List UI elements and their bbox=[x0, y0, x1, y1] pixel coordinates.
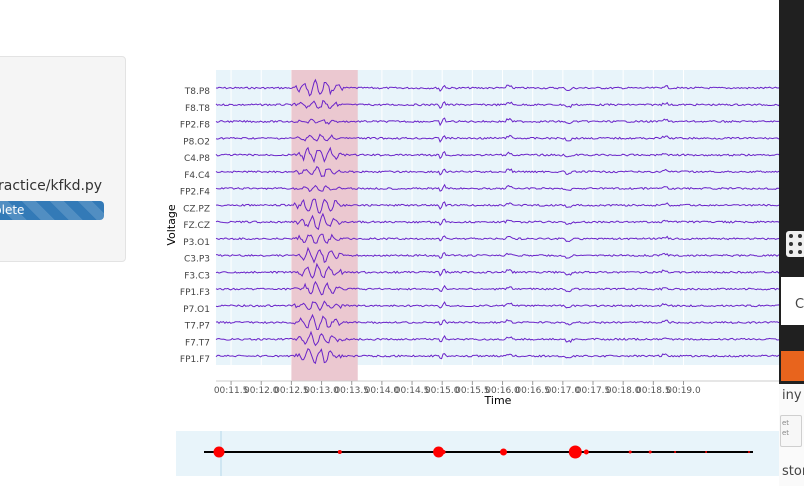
eeg-series-line bbox=[215, 133, 781, 143]
eeg-series-line bbox=[215, 300, 781, 312]
channel-label: P8.O2 bbox=[183, 137, 210, 147]
eeg-series-line bbox=[215, 246, 781, 264]
x-axis-ticks: 00:11.500:12.000:12.500:13.000:13.500:14… bbox=[214, 381, 701, 396]
timeline-event-dot bbox=[500, 448, 507, 456]
timeline-event-dot bbox=[441, 450, 446, 454]
timeline-background bbox=[176, 431, 780, 476]
channel-label: FP1.F3 bbox=[180, 288, 210, 298]
document-icon: et et bbox=[780, 415, 802, 447]
timeline-event-dot bbox=[628, 450, 632, 454]
file-path-text: ractice/kfkd.py bbox=[0, 178, 103, 194]
x-tick-label: 00:19.0 bbox=[666, 386, 701, 396]
timeline-event-dot bbox=[705, 451, 708, 453]
y-axis-title: Voltage bbox=[165, 204, 178, 245]
channel-labels: T8.P8 F8.T8 FP2.F8 P8.O2 C4.P8 F4.C4 FP2.F4 CZ.… bbox=[180, 87, 210, 365]
eeg-series-line bbox=[215, 117, 781, 127]
x-tick-label: 00:17.0 bbox=[546, 386, 581, 396]
right-card bbox=[781, 277, 804, 325]
series-lines bbox=[215, 78, 781, 365]
sidebar-panel bbox=[0, 56, 126, 262]
x-axis-title: Time bbox=[484, 394, 512, 407]
x-tick-label: 00:16.0 bbox=[485, 386, 520, 396]
eeg-series-line bbox=[215, 313, 780, 331]
eeg-series-line bbox=[215, 78, 781, 97]
x-tick-label: 00:17.5 bbox=[576, 386, 611, 396]
channel-label: F8.T8 bbox=[185, 104, 210, 114]
timeline-event-dot bbox=[583, 449, 589, 455]
channel-label: C4.P8 bbox=[184, 154, 210, 164]
timeline-event-dot bbox=[648, 450, 652, 454]
timeline-event-dot bbox=[213, 446, 225, 458]
dice-icon[interactable] bbox=[786, 231, 804, 257]
progress-bar: plete bbox=[0, 201, 104, 220]
x-tick-label: 00:13.0 bbox=[304, 386, 339, 396]
eeg-series-line bbox=[215, 99, 781, 109]
x-tick-label: 00:18.5 bbox=[636, 386, 671, 396]
x-tick-label: 00:16.5 bbox=[515, 386, 550, 396]
x-tick-label: 00:14.0 bbox=[365, 386, 400, 396]
timeline-event-dot bbox=[748, 451, 750, 453]
channel-label: F7.T7 bbox=[185, 338, 210, 348]
x-tick-label: 00:15.5 bbox=[455, 386, 490, 396]
eeg-series-line bbox=[215, 165, 781, 178]
x-tick-label: 00:14.5 bbox=[395, 386, 430, 396]
channel-label: P7.O1 bbox=[183, 305, 210, 315]
channel-label: F3.C3 bbox=[184, 271, 210, 281]
eeg-series-line bbox=[215, 262, 781, 279]
channel-label: T8.P8 bbox=[184, 87, 211, 97]
channel-label: P3.O1 bbox=[183, 238, 210, 248]
x-tick-label: 00:12.0 bbox=[244, 386, 279, 396]
eeg-series-line bbox=[215, 198, 781, 214]
channel-label: FP2.F8 bbox=[180, 121, 210, 131]
x-tick-label: 00:12.5 bbox=[274, 386, 309, 396]
x-tick-label: 00:18.0 bbox=[606, 386, 641, 396]
x-tick-label: 00:13.5 bbox=[334, 386, 369, 396]
channel-label: CZ.PZ bbox=[183, 204, 210, 214]
channel-label: T7.P7 bbox=[184, 322, 210, 332]
timeline-event-dot bbox=[433, 446, 445, 458]
doc-line-1: et bbox=[782, 419, 790, 427]
x-tick-label: 00:11.5 bbox=[214, 386, 249, 396]
eeg-series-line bbox=[215, 330, 781, 347]
channel-label: FZ.CZ bbox=[183, 221, 210, 231]
eeg-series-line bbox=[215, 233, 781, 244]
timeline-event-dot bbox=[674, 451, 677, 453]
channel-label: F4.C4 bbox=[184, 171, 210, 181]
right-card-letter: C bbox=[795, 297, 804, 312]
eeg-series-line bbox=[215, 212, 781, 231]
channel-label: FP2.F4 bbox=[180, 188, 210, 198]
progress-label: plete bbox=[0, 203, 25, 217]
channel-label: FP1.F7 bbox=[180, 355, 210, 365]
eeg-series-line bbox=[215, 280, 781, 296]
doc-line-2: et bbox=[782, 429, 790, 437]
eeg-series-line bbox=[215, 348, 781, 365]
right-label-store: stor bbox=[782, 464, 804, 479]
eeg-series-line bbox=[215, 146, 781, 164]
eeg-chart[interactable]: T8.P8 F8.T8 FP2.F8 P8.O2 C4.P8 F4.C4 FP2.F4 CZ.… bbox=[0, 0, 781, 410]
right-label-tiny: iny bbox=[782, 388, 802, 403]
timeline-event-dot bbox=[568, 445, 582, 459]
x-tick-label: 00:15.0 bbox=[425, 386, 460, 396]
timeline-event-dot bbox=[337, 450, 342, 454]
timeline-events bbox=[213, 445, 750, 459]
eeg-series-line bbox=[215, 183, 781, 193]
right-orange-button[interactable] bbox=[781, 351, 804, 381]
channel-label: C3.P3 bbox=[184, 255, 210, 265]
